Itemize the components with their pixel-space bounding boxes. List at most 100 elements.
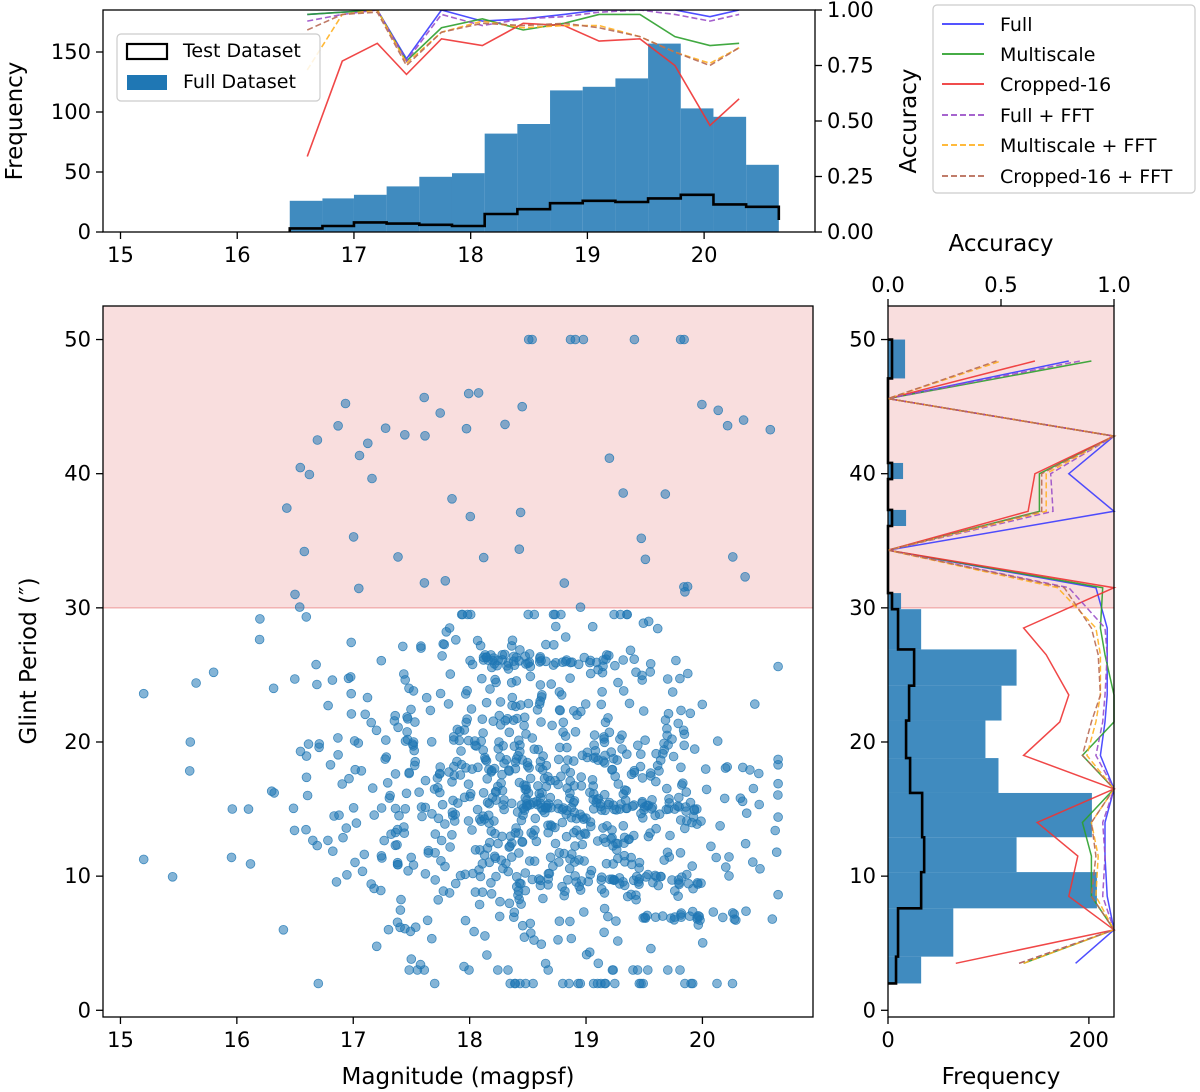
- scatter-point: [138, 854, 149, 865]
- scatter-point: [546, 679, 556, 689]
- scatter-ylabel: Glint Period (″): [16, 577, 42, 744]
- scatter-point: [484, 818, 494, 828]
- scatter-point: [514, 544, 525, 554]
- scatter-point: [504, 898, 515, 909]
- scatter-point: [420, 868, 431, 879]
- scatter-point: [740, 571, 750, 582]
- scatter-point: [346, 688, 357, 699]
- scatter-point: [672, 801, 683, 811]
- scatter-point: [675, 965, 685, 975]
- scatter-point: [245, 859, 256, 869]
- scatter-point: [423, 848, 434, 858]
- scatter-point: [697, 399, 707, 410]
- scatter-point: [561, 831, 572, 842]
- scatter-point: [526, 827, 536, 838]
- scatter-point: [226, 852, 237, 863]
- scatter-point: [585, 668, 596, 679]
- scatter-point: [755, 863, 765, 874]
- scatter-point: [390, 710, 401, 721]
- scatter-point: [638, 706, 649, 716]
- scatter-point: [477, 714, 488, 724]
- scatter-point: [640, 735, 650, 745]
- scatter-point: [560, 632, 571, 642]
- scatter-point: [466, 704, 477, 714]
- scatter-point: [400, 803, 411, 814]
- right-xlabel-top: Accuracy: [948, 231, 1053, 257]
- scatter-point: [564, 978, 574, 989]
- right-accuracy-line-full-fft: [887, 360, 1117, 965]
- top-accuracy-line-cropped-16: [306, 22, 740, 157]
- scatter-point: [541, 639, 551, 650]
- scatter-point: [645, 667, 656, 677]
- scatter-point: [380, 735, 391, 745]
- scatter-point: [748, 783, 759, 794]
- top-accuracy-line-full-fft: [307, 10, 740, 63]
- scatter-point: [350, 857, 360, 868]
- scatter-point: [520, 885, 531, 896]
- scatter-point: [440, 861, 450, 872]
- top-accuracy-line-multiscale-fft: [306, 10, 740, 71]
- scatter-point: [765, 424, 776, 435]
- scatter-point: [587, 621, 598, 632]
- scatter-point: [525, 918, 536, 929]
- top-bar: [615, 78, 649, 232]
- scatter-point: [548, 639, 559, 650]
- scatter-point: [566, 933, 577, 944]
- scatter-point: [482, 797, 493, 808]
- scatter-point: [528, 797, 539, 808]
- scatter-point: [738, 415, 749, 425]
- scatter-point: [408, 860, 419, 870]
- scatter-point: [465, 511, 476, 522]
- scatter-point: [311, 659, 321, 670]
- scatter-point: [362, 692, 373, 703]
- right-bar: [888, 609, 922, 650]
- scatter-point: [773, 889, 783, 900]
- scatter-point: [741, 906, 751, 916]
- scatter-point: [392, 839, 402, 850]
- right-xlabel: Frequency: [942, 1064, 1061, 1090]
- right-accuracy-line-multiscale: [887, 360, 1117, 965]
- scatter-y-tick-label: 20: [64, 730, 91, 754]
- scatter-point: [668, 751, 679, 762]
- scatter-point: [480, 752, 490, 763]
- scatter-point: [675, 673, 685, 684]
- scatter-point: [167, 871, 178, 882]
- scatter-point: [520, 978, 531, 989]
- scatter-point: [288, 803, 299, 814]
- right-x-tick-label: 200: [1069, 1028, 1109, 1052]
- scatter-point: [191, 678, 201, 688]
- scatter-point: [394, 810, 404, 821]
- scatter-point: [420, 775, 431, 786]
- scatter-point: [456, 746, 466, 756]
- scatter-point: [553, 799, 563, 809]
- scatter-point: [712, 736, 723, 746]
- scatter-point: [525, 773, 536, 784]
- legend-label-multiscale-fft: Multiscale + FFT: [1000, 135, 1157, 157]
- scatter-point: [576, 780, 587, 791]
- top-right-y-tick-label: 0.50: [827, 109, 874, 133]
- scatter-point: [419, 392, 430, 403]
- top-right-y-tick-label: 0.00: [827, 220, 874, 244]
- scatter-point: [653, 880, 664, 891]
- scatter-point: [695, 915, 705, 925]
- scatter-point: [637, 675, 647, 685]
- scatter-point: [735, 793, 746, 803]
- scatter-point: [511, 754, 522, 764]
- scatter-point: [645, 768, 656, 778]
- top-bar: [353, 194, 387, 232]
- top-bar: [713, 116, 747, 232]
- scatter-point: [652, 623, 663, 634]
- scatter-point: [434, 769, 445, 779]
- scatter-point: [375, 885, 386, 896]
- legend-label-full-dataset: Full Dataset: [183, 71, 296, 93]
- scatter-point: [461, 762, 471, 773]
- scatter-point: [520, 792, 531, 803]
- scatter-point: [498, 740, 508, 751]
- scatter-point: [607, 832, 617, 843]
- scatter-point: [289, 825, 300, 836]
- right-test-histogram: [886, 338, 926, 985]
- scatter-point: [646, 943, 656, 954]
- scatter-point: [504, 727, 515, 738]
- scatter-point: [350, 764, 361, 775]
- right-panel: 0 200 0.0 0.5 1.0 0 10 20 30 40 50 Frequency Acc…: [849, 231, 1130, 1090]
